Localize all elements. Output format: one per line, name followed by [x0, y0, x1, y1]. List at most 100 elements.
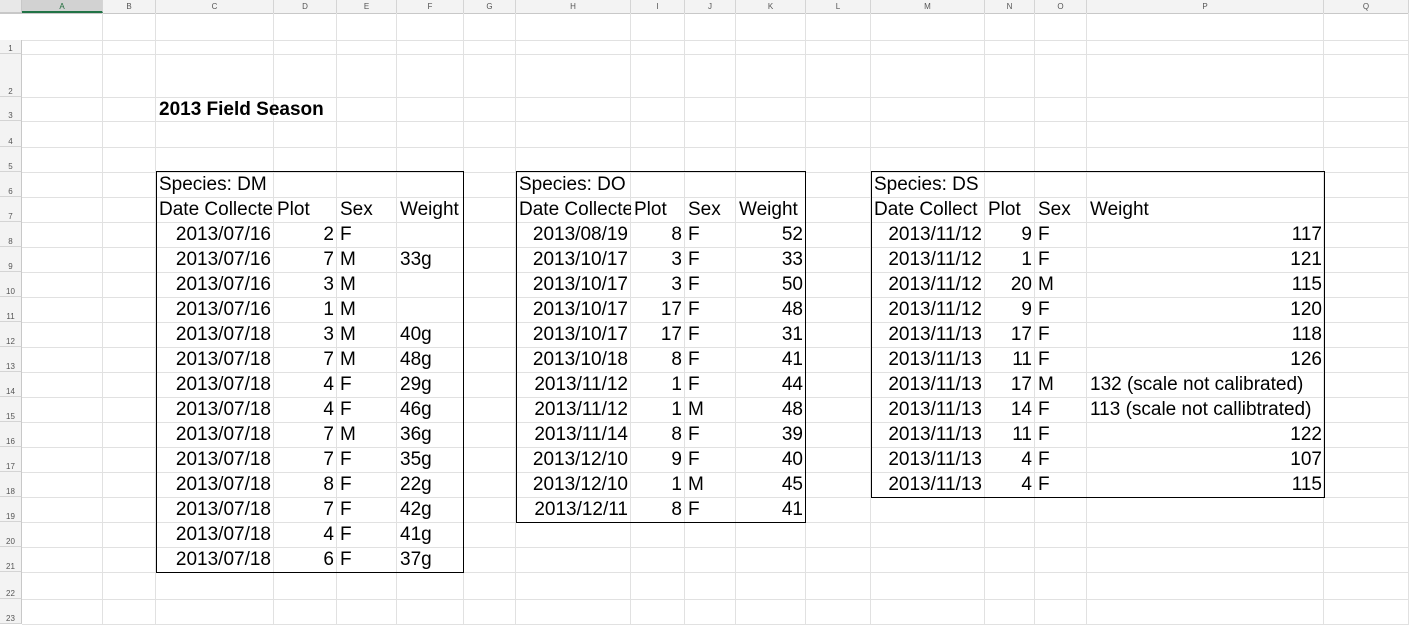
row-header-9[interactable]: 9	[0, 247, 22, 272]
column-header-d[interactable]: D	[274, 0, 337, 13]
date-cell[interactable]: 2013/07/18	[175, 424, 271, 445]
sex-cell[interactable]: F	[1038, 349, 1050, 370]
date-header[interactable]: Date Collect	[874, 199, 978, 220]
plot-cell[interactable]: 11	[1012, 424, 1032, 445]
plot-cell[interactable]: 4	[1021, 474, 1032, 495]
sex-cell[interactable]: M	[340, 424, 356, 445]
plot-cell[interactable]: 8	[671, 349, 682, 370]
weight-cell[interactable]: 117	[1291, 224, 1322, 245]
weight-cell[interactable]: 118	[1291, 324, 1322, 345]
sex-cell[interactable]: F	[1038, 424, 1050, 445]
weight-cell[interactable]: 37g	[400, 549, 432, 570]
weight-cell[interactable]: 50	[781, 274, 803, 295]
column-header-h[interactable]: H	[516, 0, 631, 13]
plot-cell[interactable]: 8	[671, 224, 682, 245]
plot-cell[interactable]: 1	[671, 474, 682, 495]
plot-cell[interactable]: 9	[1021, 299, 1032, 320]
row-header-1[interactable]: 1	[0, 40, 22, 54]
sex-header[interactable]: Sex	[340, 199, 373, 220]
plot-cell[interactable]: 9	[671, 449, 682, 470]
plot-cell[interactable]: 8	[671, 424, 682, 445]
row-header-11[interactable]: 11	[0, 297, 22, 322]
plot-cell[interactable]: 7	[323, 349, 334, 370]
plot-cell[interactable]: 20	[1010, 274, 1032, 295]
weight-cell[interactable]: 126	[1290, 349, 1322, 370]
row-header-13[interactable]: 13	[0, 347, 22, 372]
plot-cell[interactable]: 6	[323, 549, 334, 570]
weight-cell[interactable]: 121	[1290, 249, 1322, 270]
weight-cell[interactable]: 48	[781, 399, 803, 420]
weight-cell[interactable]: 44	[781, 374, 803, 395]
column-header-n[interactable]: N	[985, 0, 1035, 13]
date-header[interactable]: Date Collecte	[519, 199, 631, 220]
sex-cell[interactable]: F	[340, 499, 352, 520]
sex-cell[interactable]: F	[340, 524, 352, 545]
plot-cell[interactable]: 7	[323, 424, 334, 445]
weight-cell[interactable]: 115	[1291, 474, 1322, 495]
date-cell[interactable]: 2013/07/18	[175, 399, 271, 420]
species-label[interactable]: Species: DS	[874, 174, 979, 195]
plot-cell[interactable]: 1	[671, 374, 682, 395]
column-header-f[interactable]: F	[397, 0, 464, 13]
weight-cell[interactable]	[397, 222, 464, 247]
weight-header[interactable]: Weight	[1090, 199, 1149, 220]
row-header-10[interactable]: 10	[0, 272, 22, 297]
plot-cell[interactable]: 17	[1010, 324, 1032, 345]
row-header-8[interactable]: 8	[0, 222, 22, 247]
sex-cell[interactable]: M	[340, 324, 356, 345]
weight-cell[interactable]: 33	[781, 249, 803, 270]
plot-cell[interactable]: 11	[1012, 349, 1032, 370]
row-header-22[interactable]: 22	[0, 572, 22, 599]
sex-cell[interactable]: M	[340, 299, 356, 320]
sex-cell[interactable]: F	[688, 374, 700, 395]
column-header-c[interactable]: C	[156, 0, 274, 13]
sex-cell[interactable]: F	[688, 449, 700, 470]
date-cell[interactable]: 2013/07/18	[175, 349, 271, 370]
weight-cell[interactable]: 46g	[400, 399, 432, 420]
column-header-e[interactable]: E	[337, 0, 397, 13]
sex-cell[interactable]: M	[688, 474, 704, 495]
plot-cell[interactable]: 4	[323, 399, 334, 420]
plot-cell[interactable]: 8	[323, 474, 334, 495]
column-header-q[interactable]: Q	[1324, 0, 1409, 13]
weight-cell[interactable]: 48g	[400, 349, 432, 370]
plot-cell[interactable]: 4	[1021, 449, 1032, 470]
row-header-5[interactable]: 5	[0, 147, 22, 172]
weight-cell[interactable]: 45	[781, 474, 803, 495]
date-cell[interactable]: 2013/11/13	[888, 399, 982, 420]
weight-cell[interactable]: 48	[781, 299, 803, 320]
sex-cell[interactable]: F	[688, 424, 700, 445]
weight-cell[interactable]: 22g	[400, 474, 432, 495]
plot-header[interactable]: Plot	[634, 199, 667, 220]
plot-header[interactable]: Plot	[988, 199, 1021, 220]
column-header-a[interactable]: A	[22, 0, 103, 13]
sex-cell[interactable]: F	[1038, 224, 1050, 245]
date-cell[interactable]: 2013/08/19	[532, 224, 628, 245]
weight-cell[interactable]: 42g	[400, 499, 432, 520]
weight-cell[interactable]: 41	[781, 349, 803, 370]
plot-cell[interactable]: 3	[671, 249, 682, 270]
weight-cell[interactable]: 39	[781, 424, 803, 445]
sex-cell[interactable]: F	[340, 374, 352, 395]
weight-cell[interactable]: 31	[781, 324, 803, 345]
date-cell[interactable]: 2013/07/16	[175, 224, 271, 245]
plot-cell[interactable]: 1	[323, 299, 334, 320]
species-label[interactable]: Species: DM	[159, 174, 267, 195]
plot-cell[interactable]: 9	[1021, 224, 1032, 245]
sex-cell[interactable]: M	[340, 249, 356, 270]
weight-cell[interactable]: 120	[1290, 299, 1322, 320]
date-cell[interactable]: 2013/11/13	[888, 474, 982, 495]
date-cell[interactable]: 2013/10/17	[532, 249, 628, 270]
row-header-6[interactable]: 6	[0, 172, 22, 197]
weight-cell[interactable]: 36g	[400, 424, 432, 445]
row-header-19[interactable]: 19	[0, 497, 22, 522]
weight-cell[interactable]: 107	[1290, 449, 1322, 470]
date-cell[interactable]: 2013/11/12	[534, 374, 628, 395]
weight-cell[interactable]: 40	[781, 449, 803, 470]
row-header-16[interactable]: 16	[0, 422, 22, 447]
date-cell[interactable]: 2013/12/10	[532, 474, 628, 495]
weight-cell[interactable]: 41g	[400, 524, 432, 545]
sex-cell[interactable]: F	[688, 299, 700, 320]
sex-cell[interactable]: F	[688, 499, 700, 520]
corner-select-all[interactable]	[0, 0, 22, 13]
